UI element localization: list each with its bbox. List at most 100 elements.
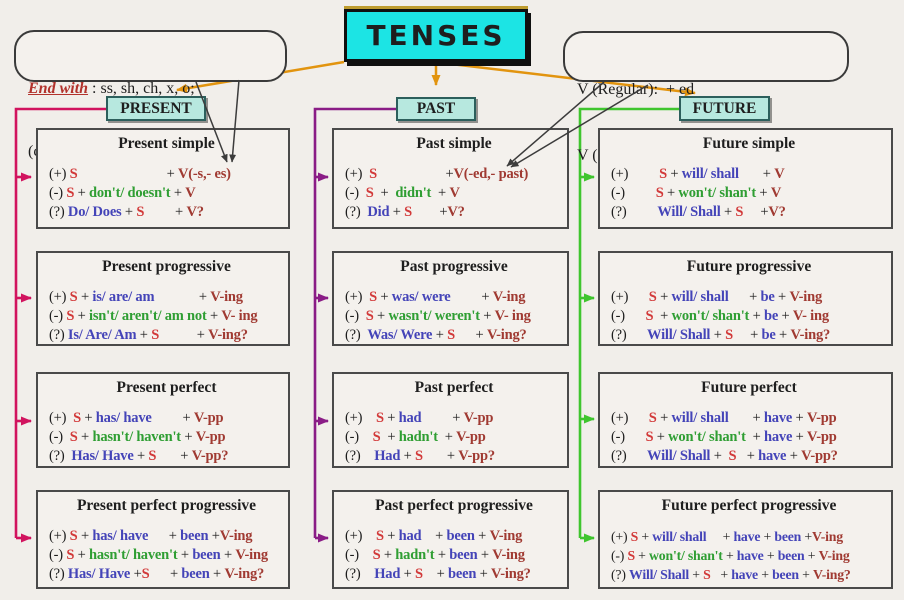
box-present-perfect: Present perfect (+) S + has/ have + V-pp(… — [36, 372, 290, 468]
formula-segment: V-pp — [463, 410, 494, 426]
formula-segment: + — [746, 448, 759, 464]
formula-segment: + — [757, 567, 773, 582]
box-future-perfect: Future perfect (+) S + will/ shall + have… — [598, 372, 893, 468]
formula-segment: has/ have — [92, 528, 149, 544]
formula-segment: (-) — [49, 308, 67, 324]
formula-segment: Is/ Are/ Am — [67, 327, 137, 343]
formula-segment: won't/ shan't — [671, 308, 750, 324]
formula-segment: was/ were — [391, 289, 451, 305]
formula-segment: is/ are/ am — [92, 289, 155, 305]
formula-segment: V-ing? — [486, 327, 527, 343]
formula-segment: been — [772, 567, 799, 582]
box-title: Past perfect — [414, 379, 494, 396]
formula-segment: + — [208, 528, 220, 544]
formula-segment: S — [659, 166, 667, 182]
box-title: Past perfect progressive — [375, 497, 533, 514]
formula-segment: S — [151, 327, 160, 343]
box-past-simple: Past simple (+) S +V(-ed,- past) (-) S + d… — [332, 128, 569, 229]
formula-segment: + — [445, 166, 454, 182]
box-past-perfect: Past perfect (+) S + had + V-pp (-) S + ha… — [332, 372, 569, 468]
formula-segment: + — [801, 529, 812, 544]
formula-segment: + — [74, 185, 90, 201]
formula-row-positive: (+) S + will/ shall + be + V-ing — [611, 288, 887, 307]
formula-segment: (?) — [611, 448, 648, 464]
box-future-simple: Future simple (+) S + will/ shall + V (-) … — [598, 128, 893, 229]
formula-segment: has/ have — [95, 410, 152, 426]
formula-segment: + — [170, 185, 186, 201]
formula-row-question: (?) Do/ Does + S + V? — [49, 203, 284, 222]
formula-segment: S — [404, 204, 413, 220]
formula-segment: + — [689, 567, 704, 582]
note-emphasis: End with — [28, 80, 89, 97]
formula-row-negative: (-) S + won't/ shan't + V — [611, 184, 887, 203]
formula-row-question: (?) Is/ Are/ Am + S + V-ing? — [49, 326, 284, 345]
formula-segment: (-) — [611, 308, 646, 324]
formula-segment: (?) — [49, 327, 68, 343]
formula-segment: V-pp — [193, 410, 224, 426]
formula-segment: have — [763, 410, 793, 426]
formula-segment: V-ing — [492, 547, 525, 563]
formula-segment: V- ing — [221, 308, 258, 324]
formula-segment — [78, 166, 167, 182]
formula-segment: S — [415, 566, 423, 582]
formula-segment: will/ shall — [652, 529, 707, 544]
formula-segment: S — [627, 548, 635, 563]
formula-segment: (-) — [345, 547, 373, 563]
note-verb-endings-bubble: End with : ss, sh, ch, x, o; (consonant … — [14, 30, 287, 160]
formula-segment — [159, 327, 197, 343]
formula-segment: been — [180, 528, 209, 544]
formula-segment: + — [774, 289, 790, 305]
formula-segment: + — [479, 308, 495, 324]
formula-segment: V? — [186, 204, 204, 220]
box-present-simple: Present simple (+) S + V(-s,- es) (-) S + … — [36, 128, 290, 229]
formula-segment: + — [77, 429, 93, 445]
formula-segment: S — [69, 289, 78, 305]
formula-segment: S — [365, 308, 374, 324]
formula-segment: + — [198, 289, 211, 305]
formula-segment: have — [733, 529, 761, 544]
formula-segment: + — [389, 204, 405, 220]
formula-segment: + — [720, 567, 732, 582]
formula-segment: V-pp? — [191, 448, 229, 464]
formula-segment: + — [80, 410, 96, 426]
box-title: Present progressive — [102, 258, 231, 275]
formula-row-positive: (+) S + has/ have + been +V-ing — [49, 527, 284, 546]
formula-segment: + — [435, 528, 447, 544]
column-header-future: FUTURE — [679, 96, 770, 121]
formula-row-positive: (+) S + was/ were + V-ing — [345, 288, 563, 307]
formula-segment: S — [148, 448, 157, 464]
formula-segment: + — [638, 529, 653, 544]
formula-segment: V-ing? — [491, 566, 531, 582]
formula-segment: + — [437, 429, 457, 445]
formula-segment: + — [133, 448, 149, 464]
formula-segment — [377, 166, 446, 182]
formula-row-negative: (-) S + hasn't/ haven't + V-pp — [49, 428, 284, 447]
formula-segment: + — [762, 166, 775, 182]
formula-segment: + — [666, 166, 682, 182]
box-title: Future simple — [702, 135, 796, 152]
formula-segment: V-pp — [807, 429, 837, 445]
formula-segment: + — [373, 185, 396, 201]
formula-segment: + — [206, 308, 222, 324]
formula-segment: V-pp? — [458, 448, 495, 464]
formula-segment: + — [775, 327, 791, 343]
box-title: Future perfect progressive — [661, 497, 837, 514]
formula-segment: (+) — [49, 289, 70, 305]
formula-segment: wasn't/ weren't — [388, 308, 480, 324]
formula-segment: + — [481, 289, 493, 305]
formula-segment: S — [728, 448, 737, 464]
formula-segment: have — [758, 448, 787, 464]
formula-segment — [736, 448, 746, 464]
tenses-title: TENSES — [344, 9, 528, 62]
box-title: Present simple — [118, 135, 215, 152]
formula-row-negative: (-) S + don't/ doesn't + V — [49, 184, 284, 203]
formula-segment: + — [196, 327, 209, 343]
formula-segment: + — [77, 528, 93, 544]
formula-segment: + — [168, 528, 181, 544]
formula-segment: + — [177, 547, 193, 563]
formula-segment: (-) — [611, 429, 646, 445]
formula-segment: + — [180, 448, 192, 464]
formula-segment: S — [725, 327, 733, 343]
formula-segment: V(-ed,- past) — [453, 166, 529, 182]
